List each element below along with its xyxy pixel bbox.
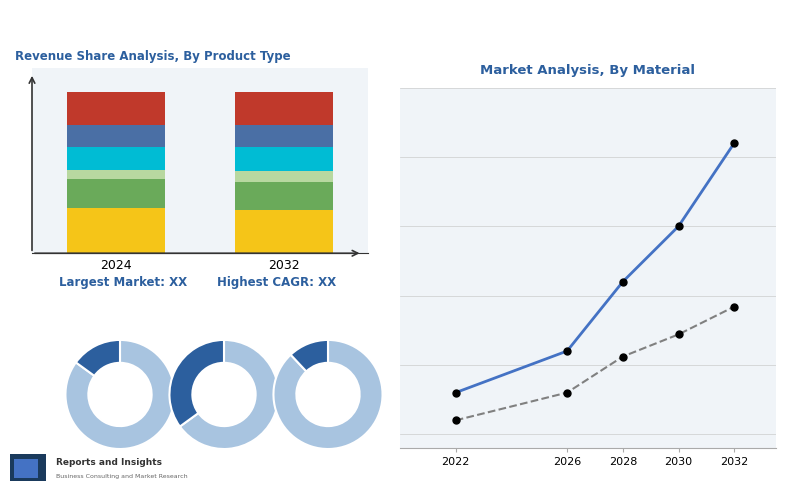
- Bar: [67, 147, 165, 169]
- Bar: [235, 147, 333, 171]
- Bar: [67, 208, 165, 253]
- Text: Business Consulting and Market Research: Business Consulting and Market Research: [56, 473, 188, 479]
- Bar: [67, 125, 165, 147]
- Text: VIETNAM MARGARINE & SHORTENING MARKET SEGMENT ANALYSIS: VIETNAM MARGARINE & SHORTENING MARKET SE…: [16, 22, 541, 36]
- Text: Reports and Insights: Reports and Insights: [56, 458, 162, 467]
- Wedge shape: [66, 340, 174, 449]
- Text: Highest CAGR: XX: Highest CAGR: XX: [217, 276, 336, 289]
- Bar: [67, 169, 165, 179]
- Wedge shape: [170, 340, 224, 427]
- Wedge shape: [274, 340, 382, 449]
- Title: Market Analysis, By Material: Market Analysis, By Material: [481, 64, 695, 77]
- Bar: [67, 93, 165, 125]
- Text: Revenue Share Analysis, By Product Type: Revenue Share Analysis, By Product Type: [15, 50, 291, 63]
- Bar: [235, 183, 333, 210]
- Text: Largest Market: XX: Largest Market: XX: [59, 276, 187, 289]
- FancyBboxPatch shape: [10, 454, 46, 481]
- Wedge shape: [180, 340, 278, 449]
- FancyBboxPatch shape: [14, 459, 38, 478]
- Bar: [235, 171, 333, 183]
- Bar: [67, 179, 165, 208]
- Bar: [235, 210, 333, 253]
- Wedge shape: [290, 340, 328, 372]
- Bar: [235, 93, 333, 125]
- Bar: [235, 125, 333, 147]
- Wedge shape: [76, 340, 120, 376]
